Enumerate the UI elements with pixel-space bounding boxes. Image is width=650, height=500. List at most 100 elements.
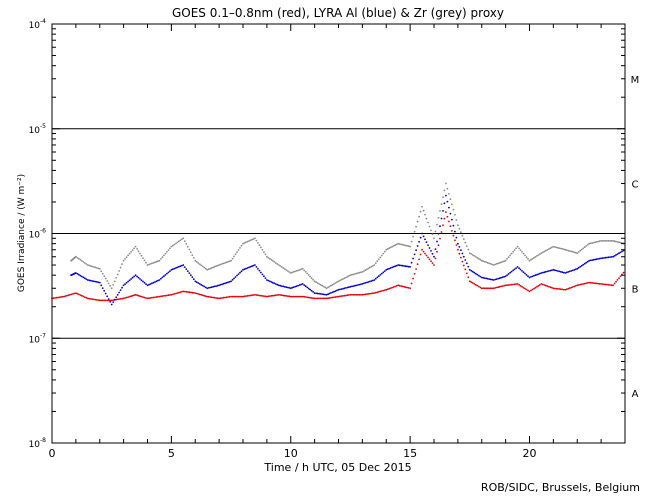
series-2-point: [555, 246, 558, 249]
series-1-point: [534, 274, 537, 277]
series-0-point: [325, 297, 328, 300]
series-2-point: [582, 247, 585, 250]
series-1-point: [307, 287, 310, 290]
series-0-point: [115, 298, 118, 301]
series-2-point: [342, 278, 344, 280]
series-1-point: [306, 286, 309, 289]
series-2-point: [506, 258, 508, 260]
series-2-point: [391, 245, 394, 248]
series-2-point: [204, 267, 207, 270]
series-2-point: [210, 267, 213, 269]
series-2-point: [78, 257, 80, 260]
series-0-point: [515, 283, 517, 285]
series-2-point: [152, 262, 155, 264]
series-2-point: [498, 262, 501, 264]
series-0-point: [379, 290, 382, 293]
series-1-point: [515, 267, 517, 269]
series-0-point: [94, 298, 97, 301]
series-1-point: [155, 280, 158, 283]
series-0-point: [103, 299, 106, 302]
series-0-point: [231, 295, 234, 298]
series-0-point: [603, 283, 605, 286]
series-0-point: [392, 286, 395, 288]
series-1-point: [470, 269, 473, 272]
series-1-point: [286, 286, 289, 289]
series-0-point: [269, 295, 271, 297]
series-2-point: [85, 263, 88, 265]
series-2-point: [515, 247, 517, 250]
series-0-point: [216, 297, 219, 300]
series-0-point: [167, 294, 170, 297]
series-1-point: [415, 249, 417, 252]
series-2-point: [269, 257, 271, 260]
series-1-point: [564, 272, 567, 274]
x-tick-label: 5: [168, 447, 175, 460]
series-0-point: [136, 294, 139, 297]
series-0-point: [589, 281, 592, 284]
series-0-point: [107, 299, 110, 302]
series-0-point: [492, 287, 495, 290]
series-0-point: [401, 285, 404, 288]
series-2-point: [492, 264, 495, 266]
series-2-point: [449, 198, 452, 201]
series-0-point: [200, 293, 203, 296]
series-0-point: [177, 291, 180, 294]
series-2-point: [501, 260, 504, 263]
series-1-point: [331, 291, 334, 294]
series-1-point: [325, 293, 328, 296]
series-0-point: [86, 297, 89, 300]
series-2-point: [131, 249, 134, 252]
series-1-point: [460, 249, 462, 252]
series-2-point: [451, 203, 453, 206]
series-2-point: [155, 260, 158, 263]
series-2-point: [213, 265, 216, 268]
series-2-point: [151, 262, 153, 265]
series-0-point: [101, 299, 104, 302]
series-0-point: [568, 287, 571, 289]
series-0-point: [57, 296, 59, 299]
series-0-point: [343, 294, 346, 297]
series-1-point: [522, 271, 525, 274]
series-0-point: [61, 295, 64, 298]
series-2-point: [598, 240, 601, 243]
series-0-point: [321, 297, 323, 300]
series-1-point: [424, 238, 426, 241]
series-2-point: [254, 237, 256, 240]
series-1-point: [277, 284, 280, 287]
series-2-point: [261, 248, 264, 251]
series-1-point: [143, 281, 146, 284]
series-2-point: [468, 252, 471, 255]
series-2-point: [413, 230, 416, 233]
series-1-point: [78, 273, 80, 276]
series-0-point: [597, 282, 599, 285]
series-2-point: [297, 269, 300, 272]
series-2-point: [461, 234, 464, 237]
series-0-point: [510, 283, 513, 286]
series-1-point: [274, 283, 277, 285]
series-2-point: [406, 245, 408, 247]
series-2-point: [109, 284, 112, 287]
series-2-point: [242, 242, 244, 245]
series-2-point: [465, 245, 468, 248]
series-2-point: [364, 269, 367, 272]
series-0-point: [260, 294, 262, 297]
series-0-point: [118, 298, 120, 300]
series-1-point: [537, 273, 540, 275]
series-0-point: [78, 293, 80, 296]
series-0-point: [609, 284, 611, 286]
series-0-point: [586, 282, 589, 284]
series-0-point: [161, 295, 164, 297]
series-1-point: [546, 270, 549, 273]
series-2-point: [424, 213, 426, 216]
series-1-point: [609, 256, 611, 258]
series-1-point: [413, 253, 416, 256]
series-2-point: [507, 256, 510, 259]
series-1-point: [422, 235, 425, 238]
series-1-point: [134, 274, 137, 277]
series-2-point: [542, 251, 544, 254]
series-2-point: [192, 257, 195, 259]
series-0-point: [451, 230, 453, 232]
series-1-point: [406, 265, 408, 268]
series-0-point: [371, 292, 374, 295]
class-label-m: M: [631, 75, 640, 86]
